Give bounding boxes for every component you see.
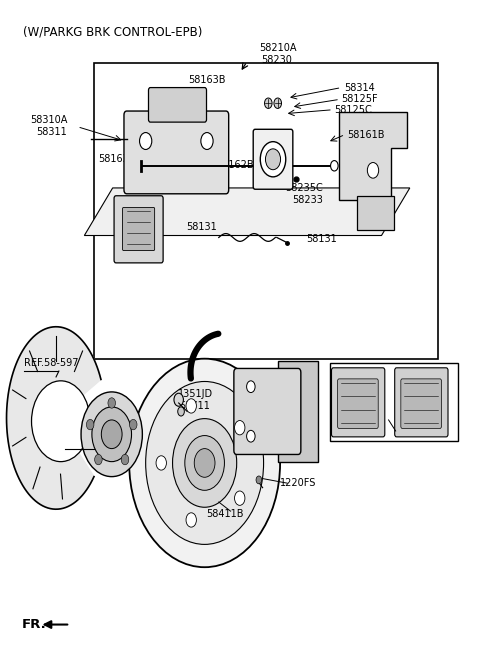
Circle shape (260, 142, 286, 177)
Circle shape (156, 456, 167, 470)
Polygon shape (84, 188, 410, 236)
FancyBboxPatch shape (357, 197, 394, 230)
Circle shape (247, 381, 255, 393)
Text: 58163B: 58163B (98, 154, 136, 164)
FancyBboxPatch shape (401, 379, 442, 428)
Text: 58244A: 58244A (409, 370, 446, 379)
FancyBboxPatch shape (124, 111, 228, 194)
Circle shape (256, 476, 262, 484)
Circle shape (95, 454, 102, 465)
Text: 58314: 58314 (344, 82, 374, 92)
Text: 58162B: 58162B (216, 160, 254, 170)
Text: FR.: FR. (22, 618, 47, 631)
Text: 51711: 51711 (180, 401, 211, 411)
Text: 58125F: 58125F (341, 94, 378, 104)
Polygon shape (339, 112, 408, 200)
Circle shape (86, 419, 94, 430)
Text: 58311: 58311 (36, 127, 67, 137)
Circle shape (145, 381, 264, 544)
Text: 58244A: 58244A (400, 380, 438, 391)
FancyBboxPatch shape (253, 129, 293, 189)
Circle shape (130, 419, 137, 430)
Circle shape (194, 449, 215, 477)
Circle shape (201, 133, 213, 149)
FancyBboxPatch shape (234, 368, 301, 455)
Circle shape (81, 392, 143, 477)
Text: 58161B: 58161B (348, 129, 385, 139)
Circle shape (129, 358, 280, 567)
Text: 58163B: 58163B (188, 75, 226, 85)
Circle shape (185, 436, 225, 490)
Polygon shape (7, 327, 101, 510)
Text: (W/PARKG BRK CONTROL-EPB): (W/PARKG BRK CONTROL-EPB) (23, 25, 203, 38)
Text: 58411B: 58411B (206, 509, 243, 519)
Text: 58235C: 58235C (285, 183, 323, 193)
Circle shape (247, 430, 255, 442)
FancyBboxPatch shape (122, 207, 155, 251)
FancyBboxPatch shape (337, 379, 378, 428)
Circle shape (331, 160, 338, 171)
Text: 1220FS: 1220FS (280, 478, 316, 488)
Text: 58244A: 58244A (346, 418, 384, 428)
Circle shape (235, 420, 245, 435)
FancyBboxPatch shape (395, 368, 448, 437)
Text: 58230: 58230 (261, 55, 292, 65)
Circle shape (235, 491, 245, 506)
Text: 58302: 58302 (398, 428, 429, 438)
Circle shape (101, 420, 122, 449)
Text: 58244A: 58244A (343, 407, 380, 416)
Circle shape (186, 399, 196, 413)
Circle shape (92, 407, 132, 461)
FancyBboxPatch shape (332, 368, 385, 437)
FancyBboxPatch shape (148, 88, 206, 122)
Circle shape (178, 407, 184, 416)
Text: 58131: 58131 (186, 222, 216, 232)
Text: 58125C: 58125C (335, 105, 372, 115)
Text: 58210A: 58210A (259, 44, 296, 53)
FancyBboxPatch shape (114, 196, 163, 263)
Circle shape (121, 454, 129, 465)
Circle shape (174, 393, 183, 407)
Circle shape (186, 513, 196, 527)
Circle shape (265, 149, 281, 170)
Text: 1351JD: 1351JD (178, 389, 213, 399)
Circle shape (172, 418, 237, 508)
Circle shape (140, 133, 152, 149)
FancyBboxPatch shape (330, 362, 458, 441)
Text: REF.50-527: REF.50-527 (65, 436, 120, 446)
FancyBboxPatch shape (94, 63, 438, 359)
Text: 58310A: 58310A (30, 115, 68, 125)
Circle shape (274, 98, 281, 108)
Circle shape (264, 98, 272, 108)
Text: 58233: 58233 (292, 195, 323, 205)
FancyBboxPatch shape (278, 360, 318, 462)
Circle shape (367, 162, 379, 178)
Text: 58131: 58131 (306, 234, 337, 244)
Circle shape (108, 398, 116, 408)
Circle shape (32, 381, 90, 461)
Text: REF.58-597: REF.58-597 (24, 358, 78, 368)
